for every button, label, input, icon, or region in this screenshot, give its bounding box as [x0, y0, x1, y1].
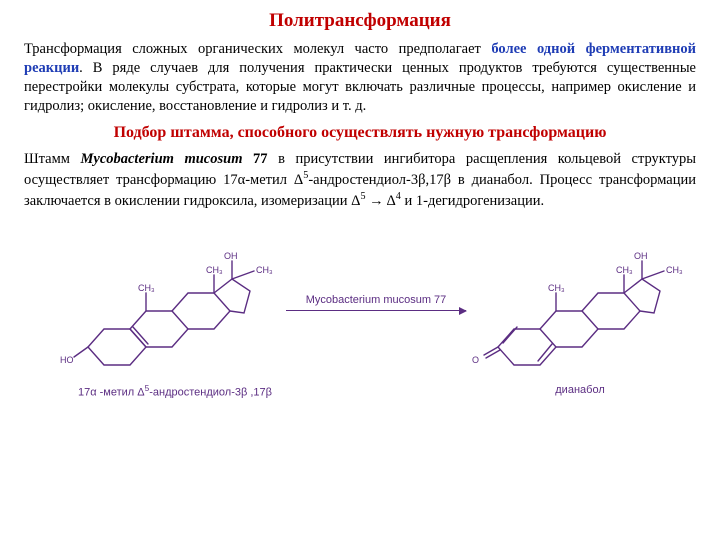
- section-subtitle: Подбор штамма, способного осуществлять н…: [24, 122, 696, 144]
- substrate-caption: 17α -метил Δ5-андростендиол-3β ,17β: [70, 383, 280, 401]
- arrow-label: Mycobacterium mucosum 77: [286, 293, 466, 308]
- p2-d: → Δ: [366, 193, 396, 209]
- label-ch3-top: CH₃: [256, 265, 273, 275]
- label-ch3-b-r: CH₃: [616, 265, 633, 275]
- reaction-arrow: Mycobacterium mucosum 77: [286, 293, 466, 311]
- p1-text-b: . В ряде случаев для получения практичес…: [24, 60, 696, 114]
- label-ch3-b: CH₃: [206, 265, 223, 275]
- label-oh-r: OH: [634, 251, 648, 261]
- paragraph-1: Трансформация сложных органических молек…: [24, 40, 696, 117]
- arrow-line-icon: [286, 310, 466, 311]
- molecule-product: O CH₃ CH₃ OH CH₃: [470, 229, 690, 379]
- p2-a: Штамм: [24, 151, 80, 167]
- label-oh: OH: [224, 251, 238, 261]
- p2-e: и 1-дегидрогенизации.: [401, 193, 544, 209]
- label-ch3-a: CH₃: [138, 283, 155, 293]
- label-ho: HO: [60, 355, 74, 365]
- cap-left-a: 17α -метил: [78, 386, 137, 398]
- paragraph-2: Штамм Mycobacterium mucosum 77 в присутс…: [24, 150, 696, 211]
- label-o: O: [472, 355, 479, 365]
- label-ch3-a-r: CH₃: [548, 283, 565, 293]
- p1-text-a: Трансформация сложных органических молек…: [24, 41, 491, 57]
- reaction-diagram: HO CH₃ CH₃ OH CH₃ Mycobacterium mucosum …: [30, 223, 690, 433]
- label-ch3-top-r: CH₃: [666, 265, 683, 275]
- product-caption: дианабол: [510, 383, 650, 398]
- page-title: Политрансформация: [24, 8, 696, 34]
- cap-left-b: -андростендиол-3β ,17β: [149, 386, 272, 398]
- species-name: Mycobacterium mucosum: [80, 151, 242, 167]
- cap-left-delta: Δ: [137, 386, 144, 398]
- strain-number: 77: [242, 151, 267, 167]
- molecule-substrate: HO CH₃ CH₃ OH CH₃: [60, 229, 280, 379]
